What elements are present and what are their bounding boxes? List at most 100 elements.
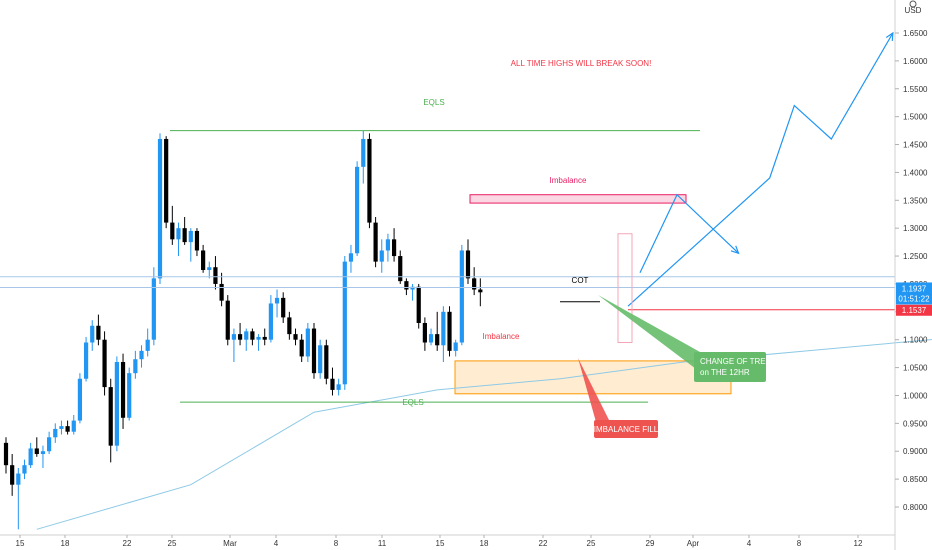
imbalance-fill-label: IMBALANCE FILL: [594, 425, 659, 434]
y-tick-label: 1.0000: [903, 391, 928, 400]
candle-body: [268, 303, 273, 340]
candle-body: [472, 278, 477, 290]
x-tick-label: Apr: [687, 539, 700, 548]
cot-label: COT: [572, 276, 589, 285]
candle-body: [194, 230, 200, 251]
candle-body: [34, 448, 39, 455]
candle-body: [157, 138, 163, 279]
candle-body: [416, 286, 421, 323]
x-tick-label: Mar: [223, 539, 237, 548]
x-tick-label: 18: [61, 539, 70, 548]
candle-body: [342, 261, 347, 385]
y-tick-label: 1.0500: [903, 364, 928, 373]
change-of-trend-tag: [694, 352, 766, 382]
svg-text:1.1937: 1.1937: [902, 284, 927, 293]
x-tick-label: 11: [378, 539, 387, 548]
x-tick-label: 29: [646, 539, 655, 548]
candle-body: [281, 297, 286, 318]
candle-body: [219, 283, 224, 301]
candle-body: [318, 345, 323, 374]
candle-body: [3, 442, 9, 466]
projection-arrowhead: [730, 245, 740, 255]
headline-text: ALL TIME HIGHS WILL BREAK SOON!: [511, 59, 652, 68]
y-tick-label: 0.8000: [903, 503, 928, 512]
candle-body: [398, 256, 403, 282]
imbalance-top-label: Imbalance: [550, 176, 587, 185]
candlestick-series: [3, 130, 483, 530]
imbalance-zone-label: Imbalance: [483, 332, 520, 341]
x-tick-label: 8: [797, 539, 802, 548]
candle-body: [90, 325, 95, 343]
candle-body: [274, 297, 280, 304]
candle-body: [151, 278, 156, 340]
x-tick-label: 18: [480, 539, 489, 548]
candle-body: [59, 426, 64, 429]
gear-icon[interactable]: [909, 0, 917, 8]
candle-body: [127, 373, 132, 418]
projection-arrowhead: [885, 31, 894, 42]
y-tick-label: 0.9500: [903, 419, 928, 428]
change-of-trend-line2: on THE 12HR: [700, 368, 750, 377]
level-price-label: 1.1537: [896, 304, 932, 316]
candle-body: [373, 222, 378, 262]
candle-body: [262, 336, 267, 340]
candle-body: [188, 230, 193, 243]
candle-body: [305, 328, 310, 357]
candle-body: [10, 465, 15, 485]
eqls-bottom-label: EQLS: [402, 398, 423, 407]
candle-body: [201, 250, 206, 270]
candle-body: [453, 342, 458, 351]
candle-body: [447, 311, 452, 351]
projection-path-a: [627, 32, 894, 307]
y-tick-label: 1.3500: [903, 196, 928, 205]
candle-body: [244, 331, 249, 340]
y-tick-label: 1.4000: [903, 168, 928, 177]
candle-body: [71, 420, 76, 432]
candle-body: [465, 250, 471, 279]
candle-body: [293, 334, 298, 340]
candle-body: [361, 138, 366, 167]
x-tick-label: 4: [274, 539, 279, 548]
candle-body: [108, 387, 113, 446]
x-tick-label: 15: [436, 539, 445, 548]
y-tick-label: 1.6000: [903, 57, 928, 66]
candle-body: [176, 228, 181, 240]
candle-body: [120, 362, 126, 418]
candle-body: [22, 465, 27, 474]
y-tick-label: 1.4500: [903, 141, 928, 150]
candle-body: [53, 428, 58, 438]
current-price-label: 1.1937 01:51:22: [896, 282, 932, 305]
candle-body: [237, 334, 243, 340]
candle-body: [324, 345, 329, 379]
candle-body: [330, 378, 335, 390]
candle-body: [102, 339, 107, 388]
x-tick-label: 15: [16, 539, 25, 548]
projection-path-b: [639, 193, 740, 274]
candle-body: [435, 334, 440, 346]
y-tick-label: 1.6500: [903, 29, 928, 38]
candle-body: [96, 325, 101, 340]
candle-body: [207, 267, 212, 270]
candle-body: [367, 138, 372, 223]
candle-body: [47, 437, 52, 452]
candle-body: [404, 281, 409, 290]
candle-body: [164, 138, 169, 223]
change-of-trend-pointer: [598, 295, 700, 372]
x-tick-label: 25: [168, 539, 177, 548]
candle-body: [77, 378, 83, 421]
y-tick-label: 1.2500: [903, 252, 928, 261]
candle-body: [336, 384, 341, 390]
candle-body: [145, 339, 150, 351]
candle-body: [225, 300, 230, 340]
eqls-top-label: EQLS: [423, 98, 444, 107]
candle-body: [28, 448, 33, 466]
candle-body: [391, 239, 397, 257]
projection-arrowheads: [617, 31, 894, 343]
y-tick-label: 1.5500: [903, 85, 928, 94]
svg-text:1.1537: 1.1537: [902, 306, 927, 315]
x-tick-label: 4: [747, 539, 752, 548]
x-tick-label: 22: [123, 539, 132, 548]
imbalance-fill-pointer: [578, 358, 610, 422]
candle-body: [428, 334, 434, 343]
